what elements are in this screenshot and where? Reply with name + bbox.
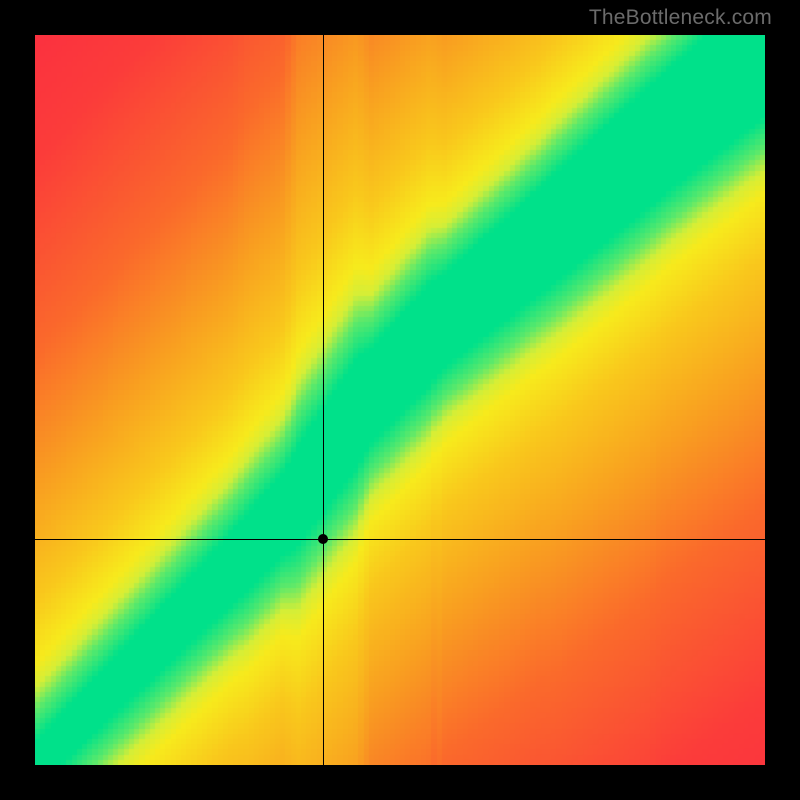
bottleneck-heatmap-plot xyxy=(35,35,765,765)
heatmap-canvas xyxy=(35,35,765,765)
selection-marker-dot xyxy=(318,534,328,544)
crosshair-horizontal xyxy=(35,539,765,540)
crosshair-vertical xyxy=(323,35,324,765)
watermark-text: TheBottleneck.com xyxy=(589,6,772,30)
